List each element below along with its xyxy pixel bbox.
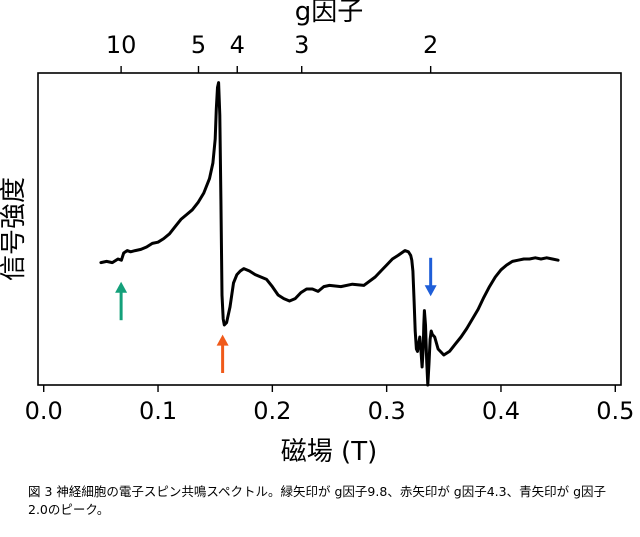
arrow-head xyxy=(216,334,229,346)
peak-arrows xyxy=(115,257,437,373)
x-tick-label: 0.2 xyxy=(253,397,291,425)
x-tick-label: 0.4 xyxy=(482,397,520,425)
top-tick-label: 10 xyxy=(106,31,137,59)
x-tick-label: 0.5 xyxy=(596,397,634,425)
x-tick-label: 0.0 xyxy=(25,397,63,425)
arrow-down xyxy=(424,257,437,297)
y-axis-title: 信号強度 xyxy=(0,177,29,281)
plot-frame xyxy=(37,72,622,386)
figure-caption: 図 3 神経細胞の電子スピン共鳴スペクトル。緑矢印が g因子9.8、赤矢印が g… xyxy=(28,484,607,517)
x-axis-title: 磁場 (T) xyxy=(281,437,377,467)
arrow-head xyxy=(115,281,128,293)
top-tick-label: 3 xyxy=(294,31,309,59)
x-tick-label: 0.3 xyxy=(368,397,406,425)
arrow-head xyxy=(424,285,437,297)
x-axis-ticks: 0.0 0.1 0.2 0.3 0.4 0.5 xyxy=(25,385,634,425)
esr-spectrum-chart: 0.0 0.1 0.2 0.3 0.4 0.5 10 5 4 3 2 磁場 (T) g因子 信号強… xyxy=(0,0,634,467)
arrow-up xyxy=(115,281,128,321)
spectrum-line xyxy=(99,81,560,387)
top-axis-ticks: 10 5 4 3 2 xyxy=(106,31,438,73)
top-axis-title: g因子 xyxy=(295,0,364,27)
x-tick-label: 0.1 xyxy=(139,397,177,425)
top-tick-label: 2 xyxy=(423,31,438,59)
top-tick-label: 4 xyxy=(230,31,245,59)
arrow-up xyxy=(216,334,229,373)
top-tick-label: 5 xyxy=(191,31,206,59)
